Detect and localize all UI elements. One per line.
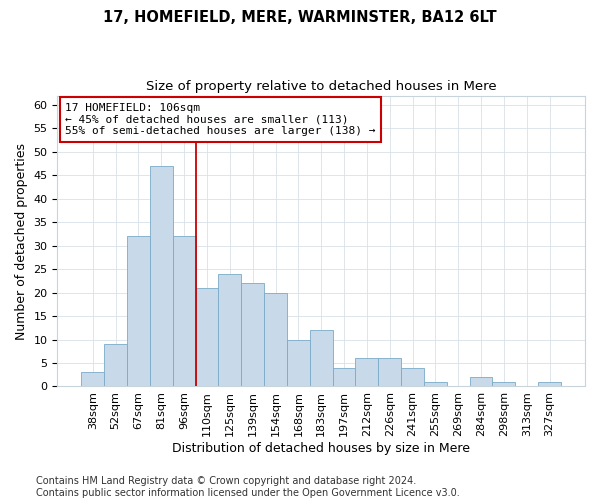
Bar <box>538 382 561 386</box>
Bar <box>355 358 379 386</box>
Bar <box>332 368 355 386</box>
Bar <box>104 344 127 387</box>
Bar <box>82 372 104 386</box>
Bar <box>379 358 401 386</box>
Bar <box>493 382 515 386</box>
Title: Size of property relative to detached houses in Mere: Size of property relative to detached ho… <box>146 80 497 93</box>
Text: 17 HOMEFIELD: 106sqm
← 45% of detached houses are smaller (113)
55% of semi-deta: 17 HOMEFIELD: 106sqm ← 45% of detached h… <box>65 103 376 136</box>
Bar <box>241 283 264 387</box>
Bar <box>401 368 424 386</box>
Bar <box>196 288 218 386</box>
Text: Contains HM Land Registry data © Crown copyright and database right 2024.
Contai: Contains HM Land Registry data © Crown c… <box>36 476 460 498</box>
Y-axis label: Number of detached properties: Number of detached properties <box>15 142 28 340</box>
Bar <box>173 236 196 386</box>
Bar <box>127 236 150 386</box>
Bar <box>310 330 332 386</box>
X-axis label: Distribution of detached houses by size in Mere: Distribution of detached houses by size … <box>172 442 470 455</box>
Bar <box>218 274 241 386</box>
Bar <box>424 382 447 386</box>
Bar <box>287 340 310 386</box>
Bar <box>264 292 287 386</box>
Bar <box>150 166 173 386</box>
Bar <box>470 377 493 386</box>
Text: 17, HOMEFIELD, MERE, WARMINSTER, BA12 6LT: 17, HOMEFIELD, MERE, WARMINSTER, BA12 6L… <box>103 10 497 25</box>
